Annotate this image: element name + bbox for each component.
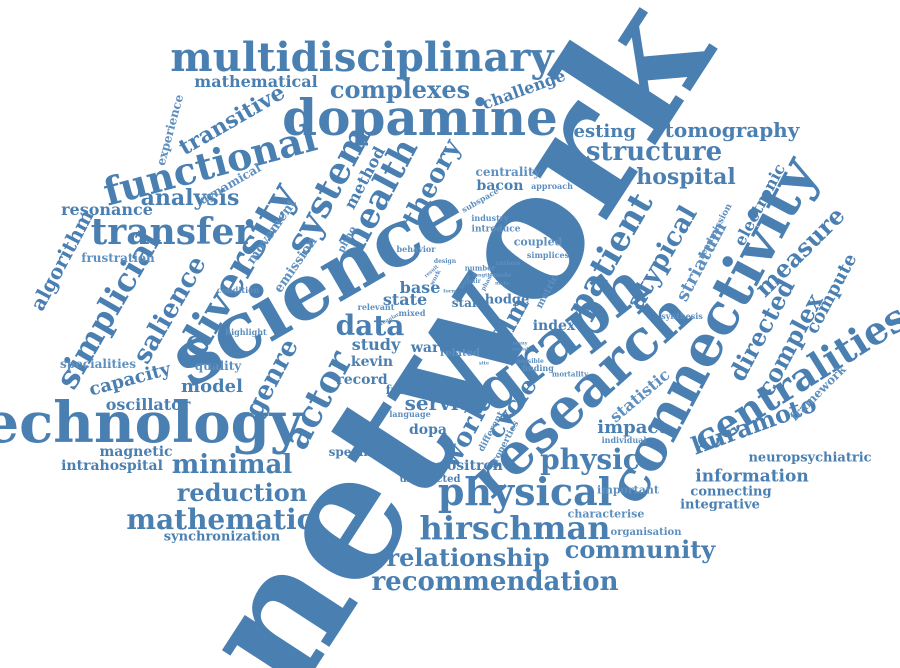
word-many: many bbox=[512, 340, 528, 347]
word-highlight: highlight bbox=[225, 327, 267, 337]
word-dopamine: dopamine bbox=[282, 88, 558, 147]
word-important: important bbox=[597, 483, 659, 497]
word-mortality: mortality bbox=[551, 369, 589, 379]
word-mixed: mixed bbox=[398, 308, 426, 318]
word-data: data bbox=[335, 309, 405, 342]
word-form: form bbox=[443, 288, 457, 295]
word-transfer: transfer bbox=[90, 211, 254, 253]
word-condition: condition bbox=[216, 285, 260, 295]
word-service: service bbox=[404, 391, 484, 415]
word-relevant: relevant bbox=[357, 302, 395, 312]
word-specific: specific bbox=[328, 445, 380, 459]
word-neuropsychiatric: neuropsychiatric bbox=[748, 450, 872, 466]
word-individual: individual bbox=[601, 435, 647, 445]
word-introduce: introduce bbox=[471, 224, 521, 235]
word-pair: pair bbox=[467, 278, 481, 285]
word-community: community bbox=[564, 535, 716, 564]
word-complexes: complexes bbox=[329, 75, 471, 104]
word-index: index bbox=[532, 318, 576, 334]
word-record: record bbox=[336, 372, 388, 388]
word-hirschman: hirschman bbox=[419, 509, 611, 547]
word-quality: quality bbox=[194, 359, 242, 373]
word-recommendation: recommendation bbox=[371, 567, 619, 597]
word-possible: possible bbox=[516, 358, 544, 365]
word-industry: industry bbox=[471, 213, 509, 223]
word-multidisciplinary: multidisciplinary bbox=[170, 34, 554, 81]
word-integrative: integrative bbox=[680, 497, 760, 513]
word-oscillator: oscillator bbox=[105, 395, 191, 414]
word-positron: positron bbox=[437, 458, 503, 474]
word-approach: approach bbox=[531, 181, 573, 191]
word-function: function bbox=[385, 383, 443, 397]
word-mathematic: mathematic bbox=[126, 503, 314, 536]
word-simplices: simplices bbox=[526, 250, 570, 260]
word-structure: structure bbox=[585, 137, 723, 167]
word-organisation: organisation bbox=[610, 527, 682, 538]
word-physic: physic bbox=[540, 443, 640, 476]
word-hodge: hodge bbox=[484, 292, 530, 308]
word-relationship: relationship bbox=[386, 543, 550, 572]
word-language: language bbox=[389, 409, 431, 419]
word-site: site bbox=[478, 360, 490, 367]
word-physical: physical bbox=[437, 469, 613, 514]
word-kevin: kevin bbox=[350, 354, 394, 370]
word-frustration: frustration bbox=[81, 251, 155, 265]
word-undirected: undirected bbox=[399, 474, 461, 485]
word-specialities: specialities bbox=[59, 357, 137, 371]
word-reduction: reduction bbox=[176, 478, 308, 507]
word-social: social bbox=[511, 346, 529, 353]
word-technology: technology bbox=[0, 390, 303, 456]
word-characterise: characterise bbox=[567, 507, 645, 521]
word-magnetic: magnetic bbox=[99, 444, 173, 460]
word-model: model bbox=[181, 376, 243, 397]
word-base: base bbox=[399, 278, 441, 297]
word-connecting: connecting bbox=[690, 484, 772, 500]
word-star: star bbox=[451, 296, 479, 310]
word-tomography: tomography bbox=[664, 118, 800, 142]
word-bacon: bacon bbox=[476, 178, 524, 194]
word-resonance: resonance bbox=[61, 200, 153, 219]
word-minimal: minimal bbox=[171, 450, 293, 480]
word-analysis: analysis bbox=[140, 185, 240, 211]
word-intrahospital: intrahospital bbox=[61, 458, 163, 474]
word-various: various bbox=[495, 260, 521, 267]
word-mode: mode bbox=[492, 272, 512, 279]
word-coupled: coupled bbox=[513, 235, 563, 249]
word-study: study bbox=[351, 335, 401, 354]
word-mathematical: mathematical bbox=[194, 72, 318, 91]
word-ward: ward bbox=[410, 340, 450, 356]
word-design: design bbox=[433, 258, 457, 265]
word-meta: meta bbox=[494, 280, 510, 287]
word-finding: finding bbox=[522, 363, 554, 373]
word-number: number bbox=[464, 263, 496, 273]
word-centrality: centrality bbox=[475, 165, 541, 179]
word-state: state bbox=[382, 290, 428, 309]
word-behavior: behavior bbox=[396, 244, 436, 254]
word-hospital: hospital bbox=[636, 164, 736, 190]
word-length: length bbox=[472, 272, 492, 279]
word-synthesis: synthesis bbox=[661, 311, 703, 321]
word-related: related bbox=[440, 348, 480, 359]
word-information: information bbox=[695, 466, 809, 487]
word-synchronization: synchronization bbox=[163, 529, 281, 545]
word-dopa: dopa bbox=[409, 422, 447, 438]
word-resting: resting bbox=[564, 121, 636, 142]
word-impact: impact bbox=[597, 417, 667, 438]
